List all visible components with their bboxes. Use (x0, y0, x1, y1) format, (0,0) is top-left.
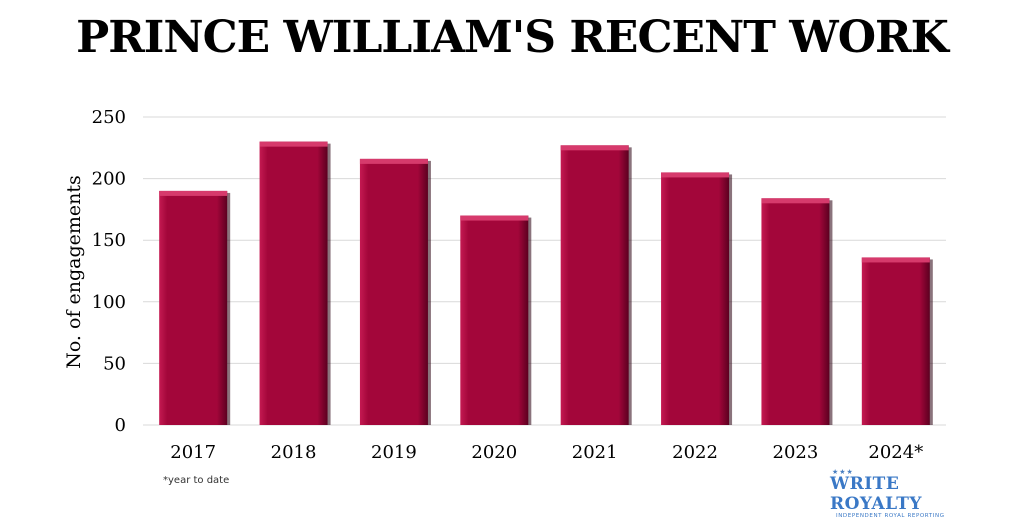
bar-cap (861, 257, 930, 263)
bar (661, 172, 730, 425)
bars (159, 141, 933, 425)
bar-2023 (761, 198, 833, 425)
x-tick-label: 2019 (371, 442, 417, 463)
x-tick-label: 2020 (471, 442, 517, 463)
bar-cap (560, 145, 629, 151)
bar-2020 (460, 215, 532, 425)
y-tick-label: 150 (92, 230, 126, 251)
x-tick-label: 2023 (773, 442, 819, 463)
bar (259, 141, 328, 425)
bar-2018 (259, 141, 331, 425)
chart-title: PRINCE WILLIAM'S RECENT WORK (76, 12, 949, 63)
y-tick-label: 200 (92, 169, 126, 190)
bar-cap (661, 172, 730, 178)
bar (861, 257, 930, 425)
bar-cap (259, 141, 328, 147)
bar-cap (460, 215, 529, 221)
bar-cap (761, 198, 830, 204)
y-axis-label: No. of engagements (63, 175, 85, 369)
x-tick-label: 2021 (572, 442, 618, 463)
bar (159, 190, 228, 425)
bar-2024 (861, 257, 933, 425)
bar-cap (359, 158, 428, 164)
bar-2022 (661, 172, 733, 425)
brand-name: WRITE ROYALTY (830, 474, 923, 514)
bar-2017 (159, 190, 231, 425)
bar-2021 (560, 145, 632, 425)
bar (359, 158, 428, 425)
star-icons: ★★★ (832, 468, 854, 476)
y-tick-label: 250 (92, 107, 126, 128)
x-tick-label: 2022 (672, 442, 718, 463)
y-tick-label: 0 (115, 415, 126, 436)
x-axis-ticks: 2017 2018 2019 2020 2021 2022 2023 2024* (170, 442, 923, 463)
bar (460, 215, 529, 425)
y-axis-ticks: 0 50 100 150 200 250 (92, 107, 126, 436)
bar-cap (159, 190, 228, 196)
y-tick-label: 100 (92, 292, 126, 313)
x-tick-label: 2018 (271, 442, 317, 463)
footnote: *year to date (163, 475, 230, 486)
x-tick-label: 2024* (868, 442, 923, 463)
bar (560, 145, 629, 425)
y-tick-label: 50 (103, 353, 126, 374)
x-tick-label: 2017 (170, 442, 216, 463)
brand-tagline: INDEPENDENT ROYAL REPORTING (836, 513, 945, 519)
bar-2019 (359, 158, 431, 425)
bar (761, 198, 830, 425)
